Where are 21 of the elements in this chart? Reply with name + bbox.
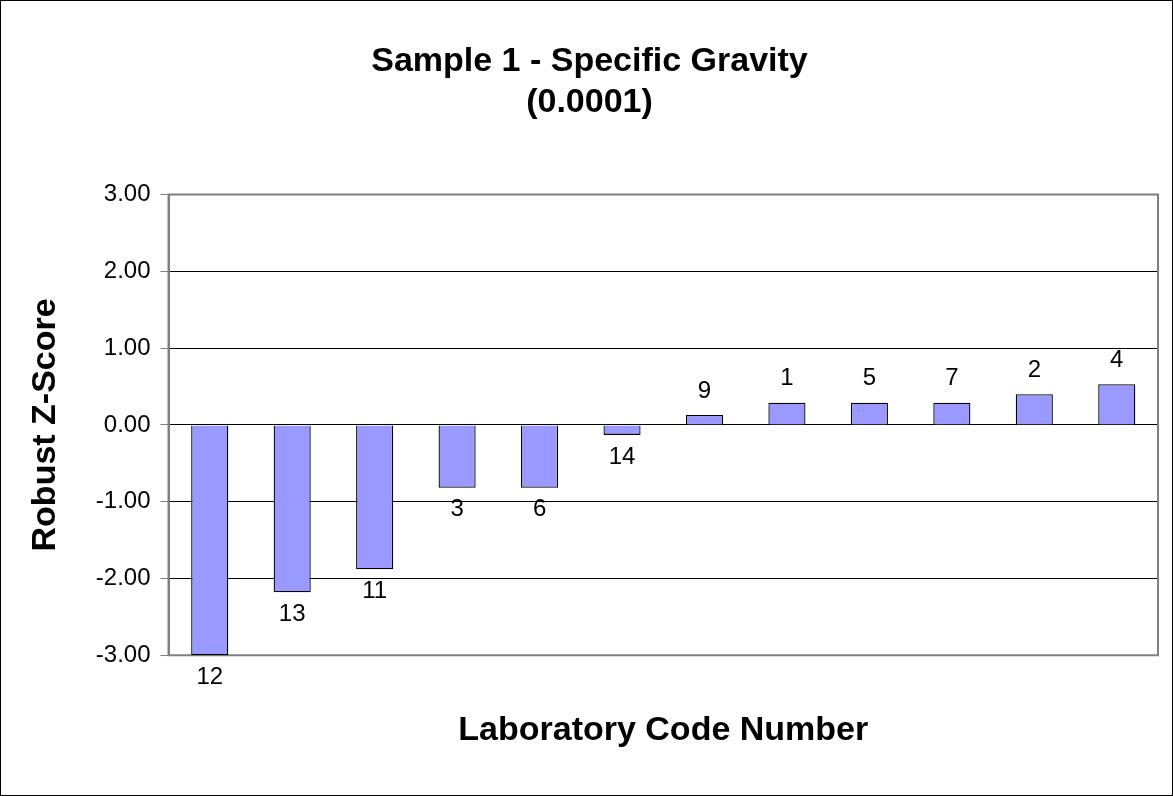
x-tick-label: 13 [278,598,306,626]
y-tick-label: 0.00 [103,409,151,437]
y-tick-label: -2.00 [95,563,151,591]
y-tick-label: -1.00 [95,486,151,514]
y-tick-label: 3.00 [103,179,151,207]
x-tick-label: 2 [1027,354,1041,382]
y-tick-label: -3.00 [95,639,151,667]
x-tick-label: 11 [362,575,388,603]
chart-title: Sample 1 - Specific Gravity (0.0001) [371,39,808,119]
x-tick-label: 4 [1110,344,1124,372]
y-axis-title: Robust Z-Score [23,298,62,552]
y-tick-label: 2.00 [103,255,151,283]
x-tick-label: 5 [862,363,877,391]
x-tick-label: 6 [532,494,547,522]
x-tick-label: 7 [945,363,959,391]
x-tick-label: 12 [196,661,224,689]
x-axis-title: Laboratory Code Number [458,708,869,747]
x-tick-label: 1 [780,363,794,391]
x-tick-label: 9 [697,375,712,403]
x-tick-label: 14 [608,441,636,469]
y-tick-label: 1.00 [103,332,151,360]
